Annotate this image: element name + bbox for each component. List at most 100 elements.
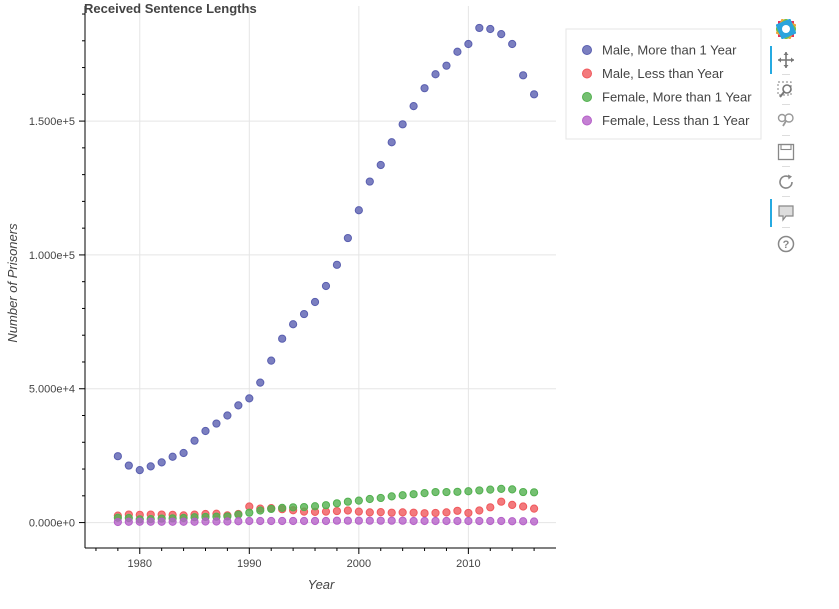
data-point[interactable] — [442, 508, 451, 517]
data-point[interactable] — [234, 401, 243, 410]
data-point[interactable] — [256, 506, 265, 515]
data-point[interactable] — [124, 517, 133, 526]
data-point[interactable] — [486, 503, 495, 512]
data-point[interactable] — [387, 138, 396, 147]
hover-icon[interactable] — [770, 199, 796, 227]
data-point[interactable] — [354, 496, 363, 505]
data-point[interactable] — [310, 516, 320, 526]
data-point[interactable] — [168, 517, 177, 526]
data-point[interactable] — [376, 508, 385, 517]
help-icon[interactable]: ? — [776, 234, 796, 254]
wheel-zoom-icon[interactable] — [776, 110, 796, 130]
data-point[interactable] — [354, 507, 363, 516]
data-point[interactable] — [343, 233, 352, 243]
data-point[interactable] — [234, 510, 243, 519]
data-point[interactable] — [223, 411, 232, 420]
data-point[interactable] — [486, 24, 495, 34]
data-point[interactable] — [365, 177, 374, 186]
data-point[interactable] — [442, 61, 451, 70]
data-point[interactable] — [497, 516, 506, 526]
data-point[interactable] — [179, 517, 188, 526]
data-point[interactable] — [464, 508, 473, 518]
data-point[interactable] — [179, 448, 188, 458]
data-point[interactable] — [376, 516, 385, 525]
data-point[interactable] — [398, 491, 407, 500]
data-point[interactable] — [157, 458, 166, 467]
data-point[interactable] — [299, 502, 309, 512]
data-point[interactable] — [278, 503, 287, 512]
data-point[interactable] — [529, 517, 539, 526]
data-point[interactable] — [365, 516, 374, 525]
data-point[interactable] — [245, 516, 254, 526]
data-point[interactable] — [343, 516, 352, 525]
data-point[interactable] — [376, 493, 385, 503]
data-point[interactable] — [201, 517, 210, 526]
data-point[interactable] — [190, 436, 199, 445]
data-point[interactable] — [529, 488, 539, 497]
data-point[interactable] — [267, 356, 276, 365]
data-point[interactable] — [420, 84, 429, 93]
data-point[interactable] — [519, 502, 528, 511]
data-point[interactable] — [289, 503, 298, 512]
data-point[interactable] — [113, 452, 122, 461]
data-point[interactable] — [508, 485, 517, 494]
data-point[interactable] — [387, 492, 396, 501]
legend-item[interactable]: Female, More than 1 Year — [582, 90, 753, 105]
data-point[interactable] — [321, 501, 331, 510]
data-point[interactable] — [365, 508, 374, 517]
data-point[interactable] — [431, 487, 440, 497]
data-point[interactable] — [146, 462, 155, 471]
data-point[interactable] — [508, 39, 517, 49]
data-point[interactable] — [113, 517, 122, 527]
data-point[interactable] — [464, 516, 473, 526]
data-point[interactable] — [420, 509, 429, 518]
data-point[interactable] — [431, 516, 440, 526]
box-zoom-icon[interactable] — [776, 80, 796, 100]
data-point[interactable] — [442, 487, 451, 497]
data-point[interactable] — [245, 394, 254, 403]
data-point[interactable] — [332, 506, 342, 516]
data-point[interactable] — [387, 516, 396, 525]
data-point[interactable] — [420, 489, 429, 498]
data-point[interactable] — [453, 47, 462, 56]
data-point[interactable] — [409, 516, 418, 526]
data-point[interactable] — [157, 517, 166, 526]
data-point[interactable] — [431, 70, 440, 79]
data-point[interactable] — [464, 39, 473, 49]
data-point[interactable] — [398, 508, 407, 517]
data-point[interactable] — [267, 516, 276, 526]
data-point[interactable] — [529, 90, 539, 99]
data-point[interactable] — [497, 30, 506, 39]
data-point[interactable] — [519, 487, 528, 497]
data-point[interactable] — [278, 516, 287, 526]
data-point[interactable] — [497, 497, 506, 506]
legend-item[interactable]: Male, Less than Year — [582, 66, 725, 81]
data-point[interactable] — [245, 508, 254, 517]
data-point[interactable] — [420, 516, 429, 526]
bokeh-logo-icon[interactable] — [776, 19, 796, 39]
data-point[interactable] — [310, 502, 320, 511]
data-point[interactable] — [475, 23, 484, 33]
data-point[interactable] — [135, 517, 144, 526]
legend-item[interactable]: Female, Less than 1 Year — [582, 113, 751, 128]
data-point[interactable] — [354, 516, 363, 525]
pan-icon[interactable] — [770, 46, 796, 74]
data-point[interactable] — [343, 506, 352, 515]
data-point[interactable] — [223, 517, 232, 526]
data-point[interactable] — [234, 517, 243, 526]
data-point[interactable] — [212, 517, 221, 526]
data-point[interactable] — [508, 500, 517, 510]
data-point[interactable] — [256, 378, 265, 387]
data-point[interactable] — [398, 516, 407, 525]
data-point[interactable] — [332, 516, 342, 525]
data-point[interactable] — [299, 309, 309, 319]
data-point[interactable] — [529, 504, 539, 513]
data-point[interactable] — [332, 499, 342, 508]
reset-icon[interactable] — [776, 172, 796, 192]
data-point[interactable] — [146, 517, 155, 526]
save-icon[interactable] — [776, 142, 796, 162]
data-point[interactable] — [376, 160, 385, 170]
data-point[interactable] — [442, 516, 451, 526]
data-point[interactable] — [519, 517, 528, 526]
data-point[interactable] — [497, 484, 506, 493]
